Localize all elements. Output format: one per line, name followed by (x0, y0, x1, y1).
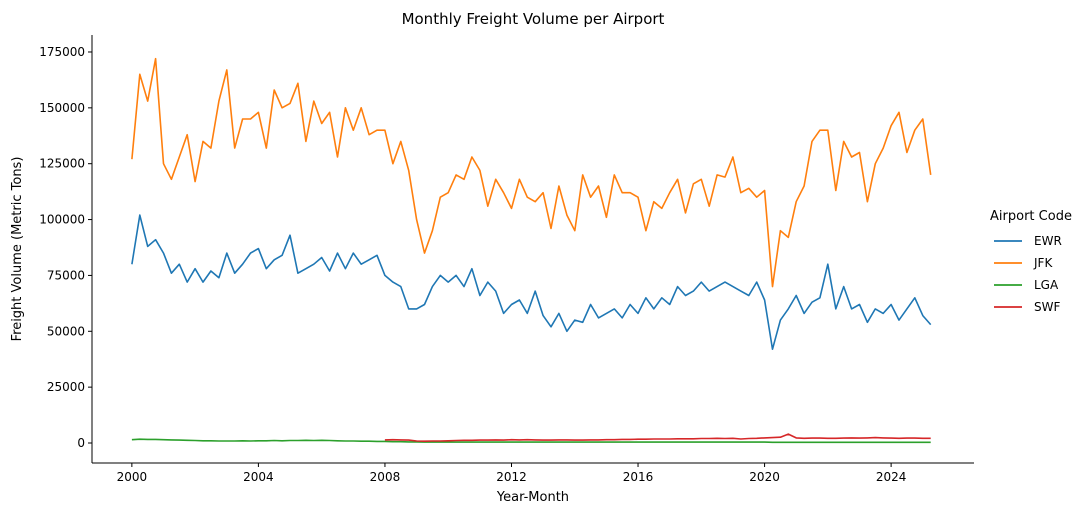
x-tick-label: 2016 (623, 470, 654, 484)
x-tick-label: 2004 (243, 470, 274, 484)
y-tick-label: 125000 (39, 157, 85, 171)
series-line-jfk (131, 57, 932, 288)
legend-label-jfk: JFK (1033, 256, 1053, 270)
x-axis-label: Year-Month (496, 490, 569, 505)
y-tick-label: 150000 (39, 101, 85, 115)
series-line-ewr (131, 214, 932, 351)
y-ticks: 0 25000 50000 75000 100000 125000 150000 175000 (39, 45, 92, 450)
legend: Airport Code EWR JFK LGA SWF (990, 209, 1072, 314)
series-layer (131, 57, 932, 444)
y-tick-label: 25000 (47, 380, 85, 394)
x-tick-label: 2020 (749, 470, 780, 484)
series-line-swf (384, 433, 931, 443)
legend-label-ewr: EWR (1034, 234, 1062, 248)
x-tick-label: 2000 (117, 470, 148, 484)
chart-title: Monthly Freight Volume per Airport (402, 10, 665, 28)
y-tick-label: 0 (77, 436, 85, 450)
x-tick-label: 2008 (370, 470, 401, 484)
x-tick-label: 2024 (876, 470, 907, 484)
y-axis-label: Freight Volume (Metric Tons) (10, 157, 25, 342)
y-tick-label: 175000 (39, 45, 85, 59)
y-tick-label: 75000 (47, 268, 85, 282)
x-tick-label: 2012 (496, 470, 527, 484)
legend-title: Airport Code (990, 209, 1072, 224)
y-tick-label: 50000 (47, 324, 85, 338)
legend-label-swf: SWF (1034, 300, 1060, 314)
x-ticks: 2000 2004 2008 2012 2016 2020 2024 (117, 463, 907, 484)
y-tick-label: 100000 (39, 213, 85, 227)
series-line-lga (131, 438, 931, 444)
legend-label-lga: LGA (1034, 278, 1059, 292)
